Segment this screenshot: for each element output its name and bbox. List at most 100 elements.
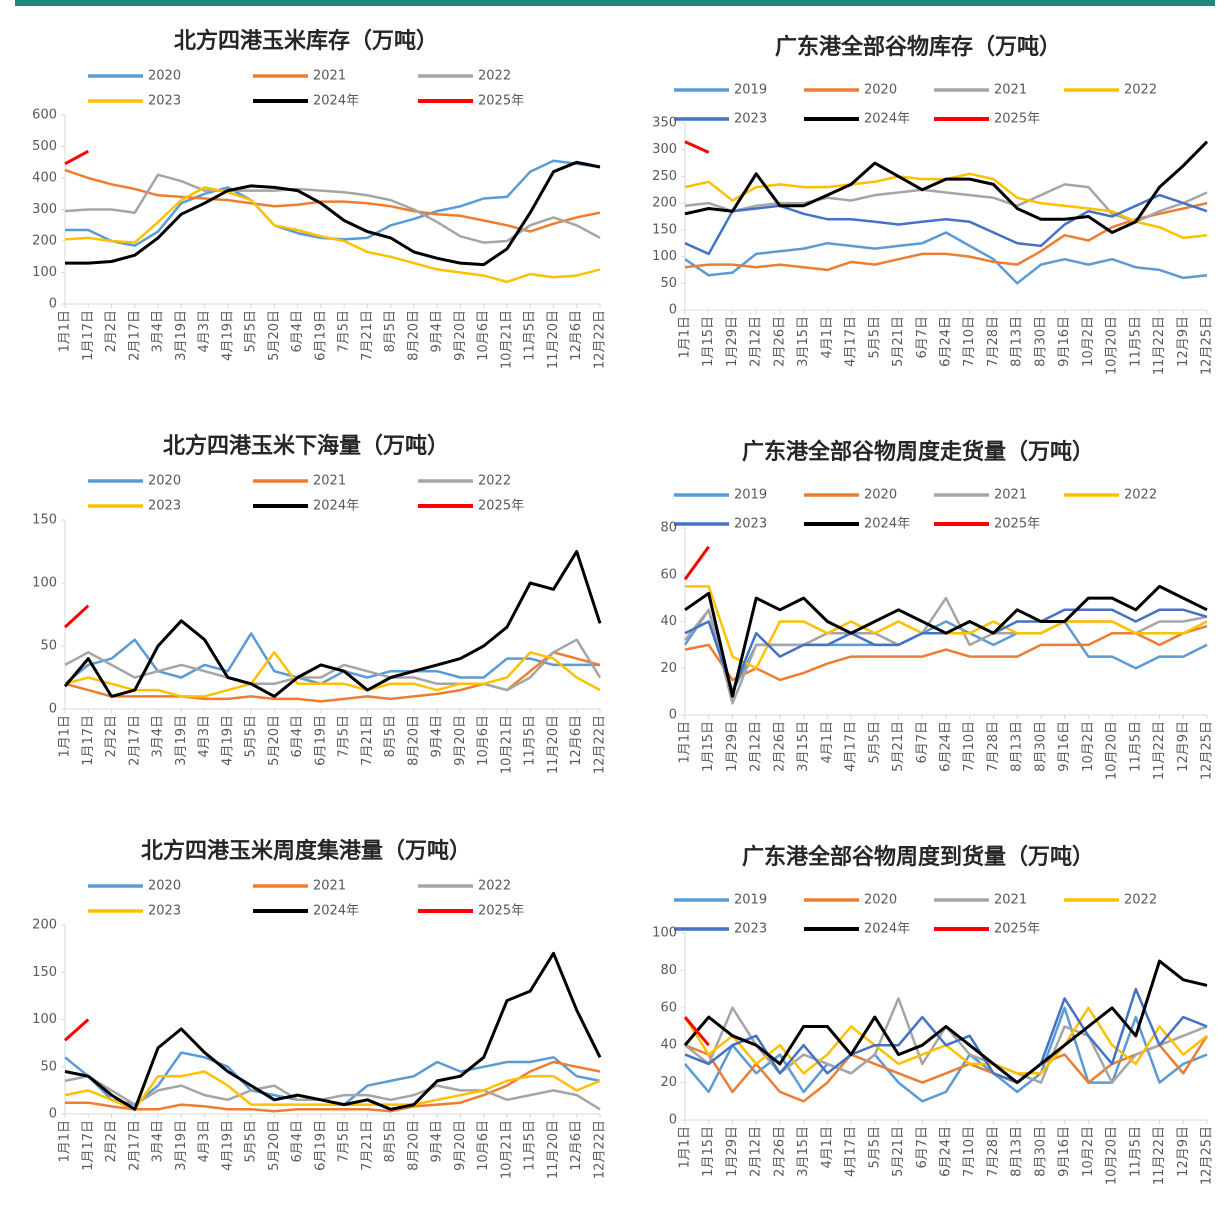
legend-label: 2022 [1124, 488, 1157, 503]
x-tick-label: 6月4日 [290, 310, 305, 353]
x-tick-label: 11月22日 [1152, 1126, 1167, 1185]
legend-label: 2025年 [994, 112, 1040, 127]
y-tick-label: 20 [660, 1075, 677, 1090]
x-tick-label: 6月19日 [313, 1120, 328, 1171]
legend-label: 2022 [478, 69, 511, 84]
x-tick-label: 5月20日 [267, 715, 282, 766]
series-line [64, 632, 600, 686]
x-tick-label: 2月17日 [127, 1120, 142, 1171]
chart-panel: 北方四港玉米下海量（万吨） 2020 2021 2022 2023 2024年 2025年 0… [32, 433, 607, 774]
x-tick-label: 1月15日 [701, 1126, 716, 1177]
x-tick-label: 12月6日 [569, 310, 584, 361]
y-tick-label: 200 [32, 234, 57, 249]
x-tick-label: 9月16日 [1057, 721, 1072, 772]
series-line [684, 140, 710, 154]
y-tick-label: 0 [669, 303, 677, 318]
x-tick-label: 12月25日 [1200, 316, 1215, 375]
x-tick-label: 12月25日 [1200, 721, 1215, 780]
x-tick-label: 6月19日 [313, 715, 328, 766]
x-tick-label: 5月21日 [891, 316, 906, 367]
x-tick-label: 1月17日 [81, 310, 96, 361]
legend-label: 2021 [994, 488, 1027, 503]
legend-label: 2020 [148, 879, 181, 894]
series-line [65, 1060, 601, 1113]
legend-label: 2020 [864, 488, 897, 503]
x-tick-label: 3月15日 [796, 1126, 811, 1177]
y-tick-label: 0 [669, 1113, 677, 1128]
x-tick-label: 3月19日 [174, 1120, 189, 1171]
series-line [683, 545, 710, 581]
x-tick-label: 3月15日 [796, 721, 811, 772]
legend-label: 2020 [864, 893, 897, 908]
legend-label: 2024年 [313, 94, 359, 109]
x-tick-label: 2月2日 [104, 1120, 119, 1163]
x-tick-label: 8月13日 [1010, 721, 1025, 772]
legend-label: 2021 [313, 879, 346, 894]
x-tick-label: 8月5日 [383, 310, 398, 353]
x-tick-label: 7月5日 [337, 715, 352, 758]
x-tick-label: 6月19日 [313, 310, 328, 361]
x-tick-label: 11月5日 [1128, 1126, 1143, 1177]
x-tick-label: 1月17日 [81, 1120, 96, 1171]
x-tick-label: 9月16日 [1057, 1126, 1072, 1177]
series-line [63, 604, 90, 629]
series-line [684, 584, 1208, 698]
x-tick-label: 2月2日 [104, 310, 119, 353]
x-tick-label: 1月17日 [81, 715, 96, 766]
y-tick-label: 350 [652, 116, 677, 131]
series-line [64, 1018, 90, 1042]
x-tick-label: 8月5日 [383, 715, 398, 758]
y-tick-label: 50 [40, 1059, 57, 1074]
x-tick-label: 4月17日 [844, 316, 859, 367]
y-tick-label: 60 [660, 1000, 677, 1015]
legend-label: 2019 [734, 893, 767, 908]
x-tick-label: 6月24日 [939, 316, 954, 367]
x-tick-label: 5月20日 [267, 310, 282, 361]
x-tick-label: 10月20日 [1105, 316, 1120, 375]
x-tick-label: 3月19日 [174, 310, 189, 361]
y-tick-label: 80 [660, 521, 677, 536]
series-line [63, 550, 602, 698]
x-tick-label: 5月20日 [267, 1120, 282, 1171]
x-tick-label: 4月19日 [220, 1120, 235, 1171]
legend-label: 2023 [148, 499, 181, 514]
chart-title: 广东港全部谷物库存（万吨） [775, 34, 1061, 60]
y-tick-label: 100 [652, 926, 677, 941]
legend-label: 2021 [313, 474, 346, 489]
legend-label: 2021 [313, 69, 346, 84]
x-tick-label: 8月20日 [406, 310, 421, 361]
x-tick-label: 6月7日 [915, 316, 930, 359]
x-tick-label: 1月1日 [58, 715, 73, 758]
x-tick-label: 3月19日 [174, 715, 189, 766]
y-tick-label: 80 [660, 963, 677, 978]
x-tick-label: 7月10日 [962, 316, 977, 367]
x-tick-label: 5月5日 [244, 310, 259, 353]
y-tick-label: 150 [32, 965, 57, 980]
series-line [64, 186, 601, 284]
legend-label: 2025年 [478, 94, 524, 109]
y-tick-label: 0 [49, 1107, 57, 1122]
x-tick-label: 4月3日 [197, 715, 212, 758]
x-tick-label: 1月29日 [725, 316, 740, 367]
x-tick-label: 1月15日 [701, 721, 716, 772]
x-tick-label: 6月4日 [290, 1120, 305, 1163]
chart-title: 广东港全部谷物周度走货量（万吨） [742, 439, 1094, 465]
legend-label: 2021 [994, 83, 1027, 98]
y-tick-label: 40 [660, 614, 677, 629]
x-tick-label: 8月30日 [1033, 721, 1048, 772]
y-tick-label: 20 [660, 661, 677, 676]
x-tick-label: 8月13日 [1010, 316, 1025, 367]
x-tick-label: 5月5日 [867, 721, 882, 764]
series-line [65, 160, 601, 267]
y-tick-label: 200 [32, 918, 57, 933]
chart-title: 北方四港玉米周度集港量（万吨） [141, 838, 471, 864]
x-tick-label: 11月5日 [523, 715, 538, 766]
x-tick-label: 11月20日 [546, 1120, 561, 1179]
x-tick-label: 8月5日 [383, 1120, 398, 1163]
y-tick-label: 40 [660, 1038, 677, 1053]
legend-label: 2025年 [478, 904, 524, 919]
x-tick-label: 12月9日 [1176, 316, 1191, 367]
x-tick-label: 3月4日 [151, 715, 166, 758]
x-tick-label: 11月20日 [546, 715, 561, 774]
